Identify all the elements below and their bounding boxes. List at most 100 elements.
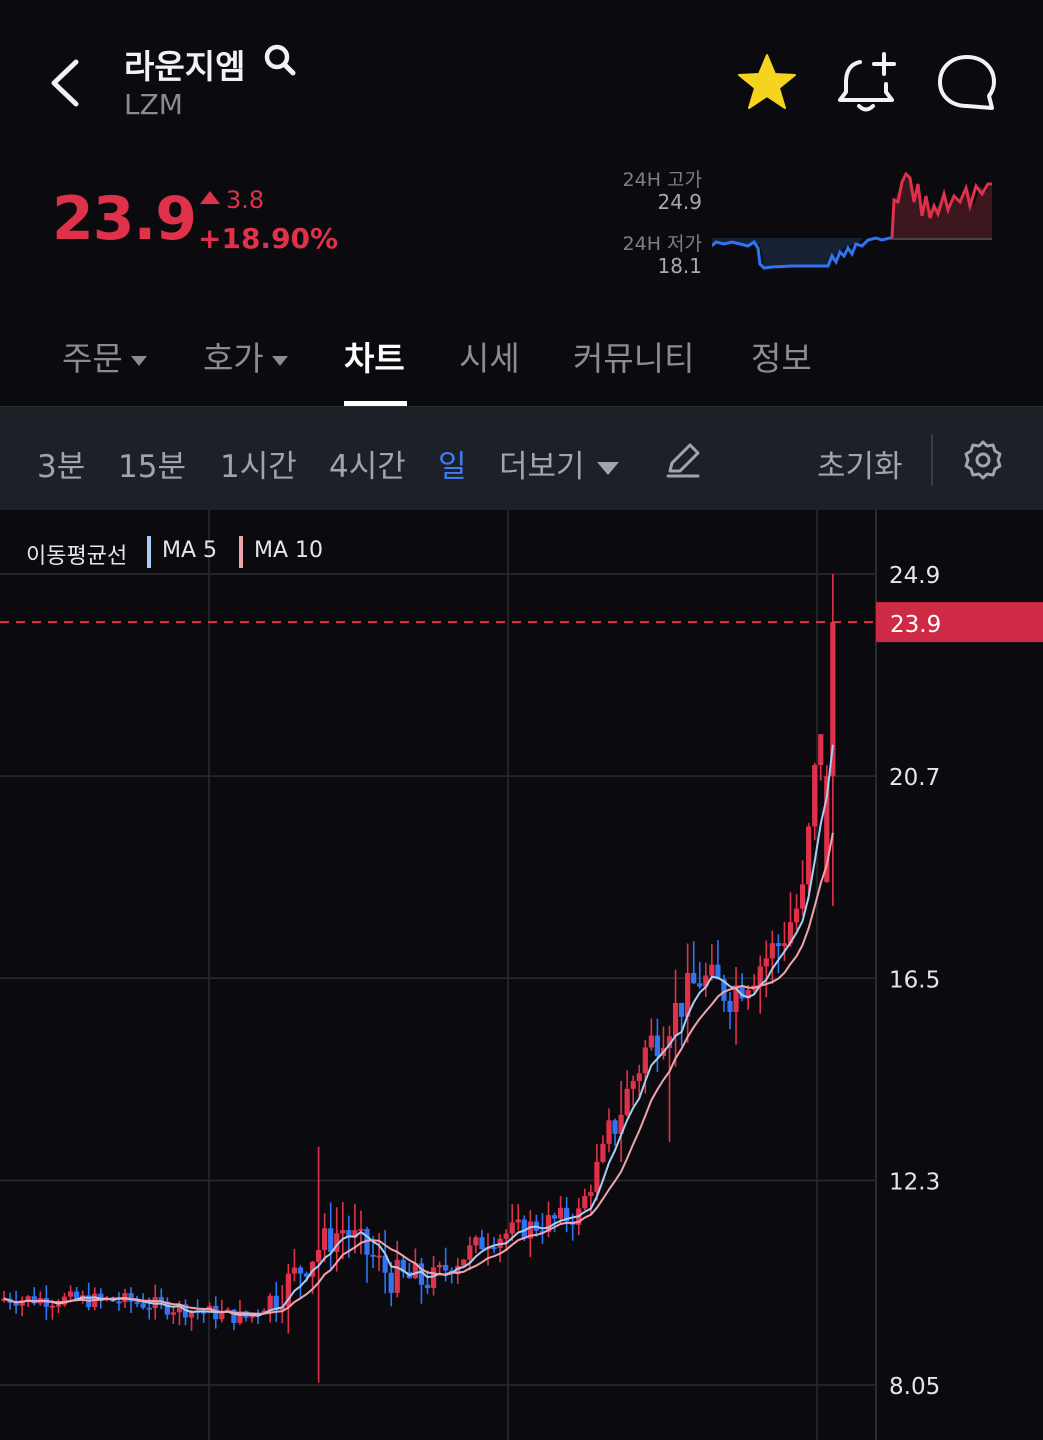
mini-chart-high-line <box>890 171 992 239</box>
candle-body <box>219 1311 225 1320</box>
ma5-legend-swatch <box>147 536 151 568</box>
candle-body <box>806 826 812 885</box>
candle-body <box>479 1237 485 1250</box>
current-price-tag <box>876 602 1043 643</box>
candle-body <box>564 1207 570 1222</box>
candle-body <box>176 1304 183 1313</box>
mini-chart-low-line <box>710 236 892 270</box>
candle-body <box>49 1305 55 1308</box>
reset-button[interactable]: 초기화 <box>817 449 903 485</box>
candle-body <box>376 1255 382 1258</box>
candle-body <box>61 1296 68 1305</box>
interval-day[interactable]: 일 <box>438 449 467 485</box>
back-button[interactable] <box>40 48 100 118</box>
chevron-left-icon <box>51 59 79 107</box>
candle-body <box>539 1230 546 1233</box>
ma5-line <box>3 744 834 1317</box>
y-tick-label: 16.5 <box>889 967 940 993</box>
interval-1h[interactable]: 1시간 <box>220 449 297 485</box>
caret-down-icon <box>130 355 147 366</box>
candle-body <box>521 1219 527 1239</box>
chart-canvas: 24.9 20.7 16.5 12.3 8.05 23.9 <box>0 510 1043 1440</box>
caret-down-icon <box>596 462 619 475</box>
tab-order[interactable]: 주문 <box>62 332 147 380</box>
toolbar-divider <box>931 434 933 486</box>
candle-body <box>582 1196 588 1209</box>
candle-body <box>364 1228 370 1255</box>
chart-toolbar: 3분 15분 1시간 4시간 일 더보기 초기화 <box>0 406 1043 510</box>
candle-body <box>334 1233 340 1252</box>
candle-body <box>201 1311 207 1314</box>
more-intervals-button[interactable]: 더보기 <box>499 441 619 486</box>
candle-body <box>509 1222 515 1234</box>
candle-body <box>370 1254 376 1257</box>
candle-body <box>170 1312 176 1315</box>
interval-3m[interactable]: 3분 <box>37 449 86 485</box>
candle-body <box>679 1002 685 1017</box>
candle-body <box>430 1267 437 1288</box>
candle-body <box>285 1273 291 1307</box>
tab-info[interactable]: 정보 <box>751 339 812 378</box>
candle-body <box>648 1035 654 1048</box>
tab-community[interactable]: 커뮤니티 <box>573 339 695 378</box>
candle-body <box>237 1311 243 1323</box>
candle-body <box>793 908 800 923</box>
mini-chart-low-area <box>712 238 892 266</box>
section-tabs: 주문 호가 차트 시세 커뮤니티 정보 <box>0 320 1043 406</box>
interval-15m[interactable]: 15분 <box>118 449 186 485</box>
candle-body <box>697 983 703 987</box>
candle-body <box>303 1273 310 1277</box>
alert-button[interactable] <box>834 50 900 116</box>
candle-body <box>618 1114 624 1134</box>
coin-search-button[interactable] <box>262 42 298 78</box>
low-24h-label: 24H 저가 <box>622 233 702 255</box>
price-change-percent: +18.90% <box>198 222 339 255</box>
bell-plus-icon <box>838 52 896 112</box>
search-icon <box>264 44 296 76</box>
candle-body <box>273 1295 279 1311</box>
coin-symbol: LZM <box>124 88 183 121</box>
candle-body <box>128 1293 134 1302</box>
candle-body <box>588 1191 594 1197</box>
chart-settings-button[interactable] <box>962 439 1004 481</box>
candle-body <box>455 1265 461 1275</box>
candle-body <box>316 1250 322 1262</box>
drawing-tool-button[interactable] <box>664 441 702 479</box>
interval-4h[interactable]: 4시간 <box>329 449 406 485</box>
y-tick-label: 8.05 <box>889 1374 940 1400</box>
triangle-up-icon <box>200 191 220 204</box>
star-icon <box>738 54 796 109</box>
candle-body <box>739 985 745 999</box>
candle-body <box>340 1230 346 1234</box>
candle-body <box>721 979 727 1001</box>
candle-body <box>231 1309 237 1323</box>
candle-body <box>594 1161 600 1192</box>
candle-body <box>812 765 818 827</box>
candle-body <box>642 1047 648 1074</box>
candle-body <box>346 1230 352 1238</box>
chat-icon <box>938 55 996 110</box>
candle-body <box>358 1228 364 1231</box>
price-change-value: 3.8 <box>226 186 265 214</box>
coin-name[interactable]: 라운지엠 <box>124 47 246 86</box>
candle-body <box>666 1036 673 1048</box>
favorite-button[interactable] <box>734 50 800 116</box>
candle-body <box>25 1296 31 1301</box>
tab-orderbook[interactable]: 호가 <box>203 332 288 380</box>
candle-body <box>55 1304 62 1307</box>
tab-market-price[interactable]: 시세 <box>459 339 520 378</box>
tab-chart[interactable]: 차트 <box>344 339 405 378</box>
candle-body <box>152 1297 158 1309</box>
candle-body <box>98 1293 104 1299</box>
candle-body <box>818 734 824 766</box>
price-chart[interactable]: 24.9 20.7 16.5 12.3 8.05 23.9 이동평균선 MA 5 MA 1… <box>0 510 1043 1440</box>
candle-body <box>134 1301 140 1304</box>
low-24h-value: 18.1 <box>657 254 702 278</box>
candle-body <box>461 1259 467 1266</box>
pencil-icon <box>666 443 700 478</box>
candle-body <box>491 1247 497 1250</box>
candle-body <box>763 958 769 967</box>
chat-button[interactable] <box>934 50 1000 116</box>
candle-body <box>437 1264 443 1268</box>
candle-body <box>1 1298 7 1301</box>
